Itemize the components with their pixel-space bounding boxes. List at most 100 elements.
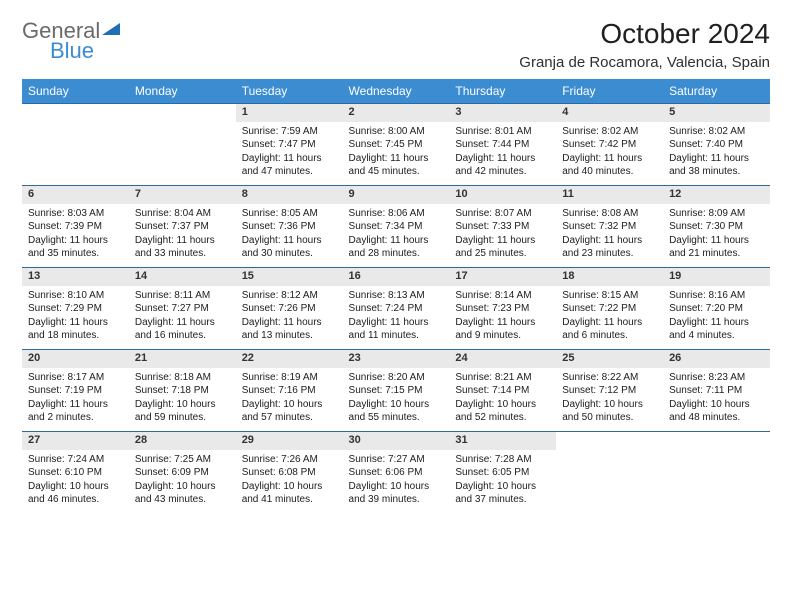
day-content-cell: Sunrise: 8:17 AMSunset: 7:19 PMDaylight:… [22, 368, 129, 432]
day-number-cell: 15 [236, 268, 343, 286]
day-number-cell: 19 [663, 268, 770, 286]
sunset-line: Sunset: 7:30 PM [669, 220, 764, 234]
day-number-cell: 31 [449, 432, 556, 450]
day-content-cell: Sunrise: 8:05 AMSunset: 7:36 PMDaylight:… [236, 204, 343, 268]
sunset-line: Sunset: 7:11 PM [669, 384, 764, 398]
day-number-cell: 1 [236, 104, 343, 122]
day-number-cell: 9 [343, 186, 450, 204]
day-number-cell: 4 [556, 104, 663, 122]
daylight-line: Daylight: 11 hours and 30 minutes. [242, 234, 337, 261]
day-number-cell: 18 [556, 268, 663, 286]
sunset-line: Sunset: 7:27 PM [135, 302, 230, 316]
sunrise-line: Sunrise: 8:11 AM [135, 289, 230, 303]
sunset-line: Sunset: 7:15 PM [349, 384, 444, 398]
sunrise-line: Sunrise: 8:02 AM [669, 125, 764, 139]
day-content-cell: Sunrise: 8:02 AMSunset: 7:40 PMDaylight:… [663, 122, 770, 186]
day-content-cell: Sunrise: 7:59 AMSunset: 7:47 PMDaylight:… [236, 122, 343, 186]
daylight-line: Daylight: 11 hours and 47 minutes. [242, 152, 337, 179]
daylight-line: Daylight: 10 hours and 37 minutes. [455, 480, 550, 507]
sunset-line: Sunset: 7:32 PM [562, 220, 657, 234]
sunrise-line: Sunrise: 7:25 AM [135, 453, 230, 467]
sunset-line: Sunset: 7:20 PM [669, 302, 764, 316]
daylight-line: Daylight: 10 hours and 39 minutes. [349, 480, 444, 507]
sunrise-line: Sunrise: 8:04 AM [135, 207, 230, 221]
day-number-cell: 22 [236, 350, 343, 368]
day-number-cell: 26 [663, 350, 770, 368]
day-content-cell: Sunrise: 8:15 AMSunset: 7:22 PMDaylight:… [556, 286, 663, 350]
month-title: October 2024 [519, 18, 770, 50]
daylight-line: Daylight: 10 hours and 43 minutes. [135, 480, 230, 507]
daylight-line: Daylight: 10 hours and 48 minutes. [669, 398, 764, 425]
day-content-cell: Sunrise: 8:03 AMSunset: 7:39 PMDaylight:… [22, 204, 129, 268]
day-number-cell: 12 [663, 186, 770, 204]
sunset-line: Sunset: 7:14 PM [455, 384, 550, 398]
day-content-cell: Sunrise: 8:06 AMSunset: 7:34 PMDaylight:… [343, 204, 450, 268]
day-number-cell: 8 [236, 186, 343, 204]
day-number-cell: 10 [449, 186, 556, 204]
daylight-line: Daylight: 10 hours and 52 minutes. [455, 398, 550, 425]
day-number-cell: 20 [22, 350, 129, 368]
day-content-cell [663, 450, 770, 514]
sunset-line: Sunset: 7:47 PM [242, 138, 337, 152]
daylight-line: Daylight: 10 hours and 55 minutes. [349, 398, 444, 425]
sunrise-line: Sunrise: 8:15 AM [562, 289, 657, 303]
logo-triangle-icon [102, 23, 120, 35]
daylight-line: Daylight: 11 hours and 11 minutes. [349, 316, 444, 343]
sunset-line: Sunset: 7:39 PM [28, 220, 123, 234]
day-content-cell [556, 450, 663, 514]
daylight-line: Daylight: 11 hours and 4 minutes. [669, 316, 764, 343]
daylight-line: Daylight: 11 hours and 42 minutes. [455, 152, 550, 179]
day-content-cell: Sunrise: 8:23 AMSunset: 7:11 PMDaylight:… [663, 368, 770, 432]
daylight-line: Daylight: 11 hours and 18 minutes. [28, 316, 123, 343]
daylight-line: Daylight: 11 hours and 16 minutes. [135, 316, 230, 343]
day-number-cell: 7 [129, 186, 236, 204]
sunset-line: Sunset: 7:33 PM [455, 220, 550, 234]
day-content-cell: Sunrise: 8:07 AMSunset: 7:33 PMDaylight:… [449, 204, 556, 268]
sunset-line: Sunset: 7:12 PM [562, 384, 657, 398]
sunset-line: Sunset: 6:08 PM [242, 466, 337, 480]
sunrise-line: Sunrise: 8:13 AM [349, 289, 444, 303]
day-number-cell [22, 104, 129, 122]
sunset-line: Sunset: 7:18 PM [135, 384, 230, 398]
daylight-line: Daylight: 10 hours and 41 minutes. [242, 480, 337, 507]
day-content-cell: Sunrise: 8:19 AMSunset: 7:16 PMDaylight:… [236, 368, 343, 432]
day-content-cell: Sunrise: 8:14 AMSunset: 7:23 PMDaylight:… [449, 286, 556, 350]
day-content-row: Sunrise: 8:03 AMSunset: 7:39 PMDaylight:… [22, 204, 770, 268]
day-content-cell: Sunrise: 7:27 AMSunset: 6:06 PMDaylight:… [343, 450, 450, 514]
weekday-header: Monday [129, 79, 236, 104]
sunset-line: Sunset: 7:42 PM [562, 138, 657, 152]
sunrise-line: Sunrise: 8:06 AM [349, 207, 444, 221]
day-number-cell: 3 [449, 104, 556, 122]
day-content-cell [129, 122, 236, 186]
sunset-line: Sunset: 7:26 PM [242, 302, 337, 316]
day-number-cell: 16 [343, 268, 450, 286]
location-subtitle: Granja de Rocamora, Valencia, Spain [519, 54, 770, 71]
day-number-cell: 25 [556, 350, 663, 368]
sunset-line: Sunset: 7:22 PM [562, 302, 657, 316]
sunset-line: Sunset: 6:06 PM [349, 466, 444, 480]
calendar-table: SundayMondayTuesdayWednesdayThursdayFrid… [22, 79, 770, 514]
day-number-row: 6789101112 [22, 186, 770, 204]
sunrise-line: Sunrise: 8:08 AM [562, 207, 657, 221]
sunrise-line: Sunrise: 8:00 AM [349, 125, 444, 139]
daylight-line: Daylight: 11 hours and 35 minutes. [28, 234, 123, 261]
sunset-line: Sunset: 7:44 PM [455, 138, 550, 152]
sunrise-line: Sunrise: 8:03 AM [28, 207, 123, 221]
day-content-cell: Sunrise: 8:08 AMSunset: 7:32 PMDaylight:… [556, 204, 663, 268]
sunrise-line: Sunrise: 8:19 AM [242, 371, 337, 385]
header: General Blue October 2024 Granja de Roca… [22, 18, 770, 71]
daylight-line: Daylight: 11 hours and 9 minutes. [455, 316, 550, 343]
logo: General Blue [22, 18, 120, 64]
sunrise-line: Sunrise: 8:20 AM [349, 371, 444, 385]
day-number-cell: 28 [129, 432, 236, 450]
day-content-cell: Sunrise: 7:24 AMSunset: 6:10 PMDaylight:… [22, 450, 129, 514]
day-number-cell: 2 [343, 104, 450, 122]
weekday-header: Tuesday [236, 79, 343, 104]
daylight-line: Daylight: 11 hours and 2 minutes. [28, 398, 123, 425]
sunrise-line: Sunrise: 8:01 AM [455, 125, 550, 139]
day-number-cell: 17 [449, 268, 556, 286]
weekday-header: Thursday [449, 79, 556, 104]
day-content-cell: Sunrise: 8:10 AMSunset: 7:29 PMDaylight:… [22, 286, 129, 350]
weekday-header: Wednesday [343, 79, 450, 104]
daylight-line: Daylight: 11 hours and 6 minutes. [562, 316, 657, 343]
